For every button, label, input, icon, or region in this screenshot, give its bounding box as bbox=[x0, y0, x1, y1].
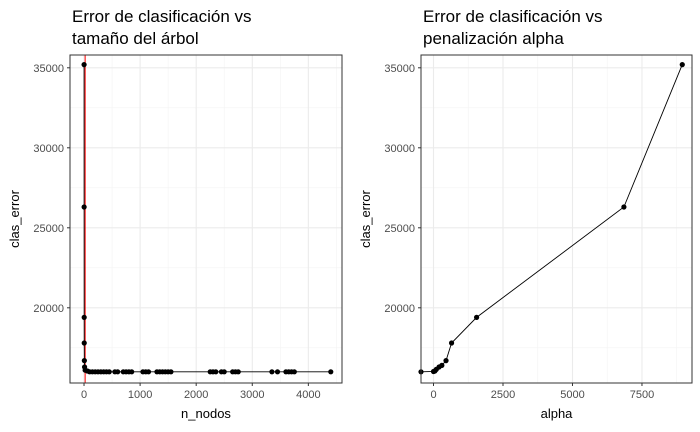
chart-title-line-1: Error de clasificación vs bbox=[72, 7, 252, 26]
y-tick-label: 20000 bbox=[33, 303, 64, 315]
data-point bbox=[328, 369, 334, 375]
chart-title-line-1: Error de clasificación vs bbox=[423, 7, 603, 26]
y-tick-label: 30000 bbox=[384, 143, 415, 155]
y-tick-label: 35000 bbox=[33, 63, 64, 75]
data-point bbox=[81, 340, 87, 346]
y-tick-label: 30000 bbox=[33, 143, 64, 155]
data-point bbox=[291, 369, 297, 375]
panel-border bbox=[420, 54, 693, 384]
data-point bbox=[221, 369, 227, 375]
data-point bbox=[439, 362, 445, 368]
data-point bbox=[269, 369, 275, 375]
data-point bbox=[443, 358, 449, 364]
chart-title-line-2: penalización alpha bbox=[423, 29, 564, 48]
x-axis-title: alpha bbox=[541, 406, 574, 421]
series-line bbox=[420, 64, 683, 373]
data-point bbox=[81, 358, 87, 364]
x-tick-label: 2500 bbox=[491, 389, 515, 401]
data-point bbox=[621, 204, 627, 210]
x-tick-label: 1000 bbox=[128, 389, 152, 401]
data-point bbox=[448, 340, 455, 346]
y-tick-label: 20000 bbox=[384, 303, 415, 315]
data-point bbox=[81, 62, 87, 68]
data-point bbox=[81, 314, 87, 320]
y-tick-label: 25000 bbox=[33, 223, 64, 235]
chart-title-line-2: tamaño del árbol bbox=[72, 29, 199, 48]
series-line bbox=[83, 64, 331, 373]
data-point bbox=[235, 369, 241, 375]
x-tick-label: 2000 bbox=[184, 389, 208, 401]
x-tick-label: 3000 bbox=[240, 389, 264, 401]
data-point bbox=[213, 369, 219, 375]
data-point bbox=[81, 204, 87, 210]
data-point bbox=[145, 369, 152, 375]
chart-tree-size: 0 1000 2000 3000 4000 20000 25000 30000 35000 n_n… bbox=[7, 7, 343, 421]
x-tick-label: 0 bbox=[81, 389, 87, 401]
data-point bbox=[106, 369, 112, 375]
x-axis-title: n_nodos bbox=[181, 406, 231, 421]
x-tick-label: 0 bbox=[430, 389, 436, 401]
data-point bbox=[115, 369, 121, 375]
panel-border bbox=[69, 54, 343, 384]
x-tick-label: 7500 bbox=[630, 389, 654, 401]
x-tick-label: 4000 bbox=[296, 389, 320, 401]
y-axis-title: clas_error bbox=[358, 189, 373, 247]
data-point bbox=[274, 369, 281, 375]
chart-alpha: 0 2500 5000 7500 20000 25000 30000 35000 alpha cl… bbox=[358, 7, 693, 421]
data-point bbox=[168, 369, 174, 375]
y-axis-title: clas_error bbox=[7, 189, 22, 247]
y-tick-label: 25000 bbox=[384, 223, 415, 235]
x-tick-label: 5000 bbox=[560, 389, 584, 401]
data-point bbox=[473, 314, 480, 320]
y-tick-label: 35000 bbox=[384, 63, 415, 75]
data-point bbox=[129, 369, 135, 375]
data-point bbox=[679, 62, 685, 68]
